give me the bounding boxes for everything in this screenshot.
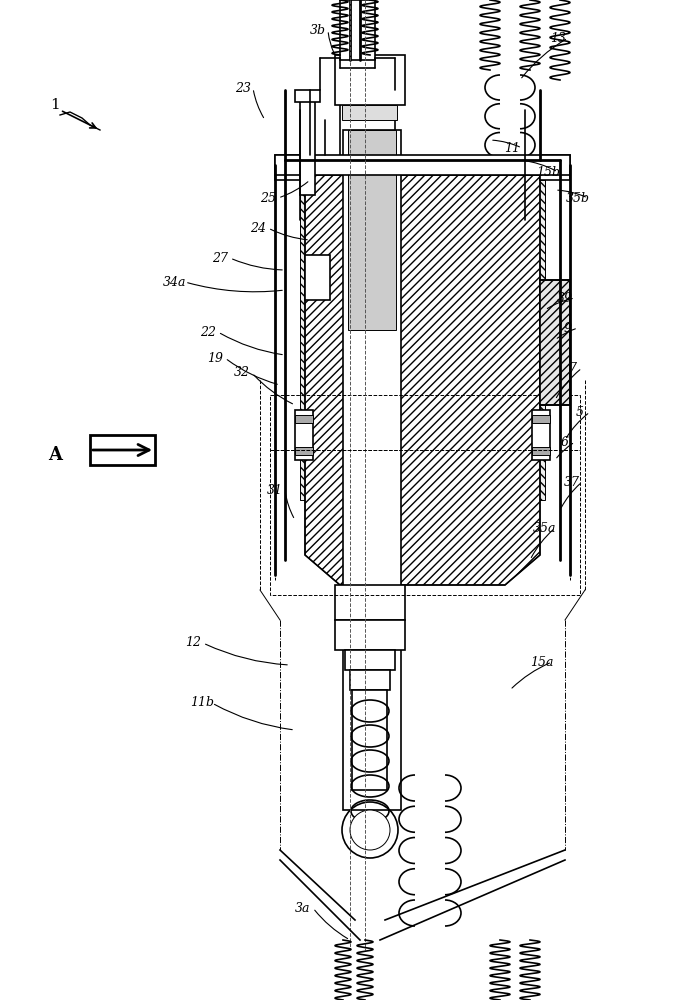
Text: 9: 9 (564, 322, 572, 334)
Text: 19: 19 (207, 352, 223, 364)
Text: 3b: 3b (310, 23, 326, 36)
Bar (295, 90, 320, 102)
Bar (300, 95, 315, 195)
Bar (275, 155, 570, 175)
Text: 11: 11 (504, 141, 520, 154)
Text: 31: 31 (267, 484, 283, 496)
Text: 12: 12 (185, 637, 201, 650)
Bar (295, 447, 313, 455)
Text: 7: 7 (568, 361, 576, 374)
Bar (343, 130, 401, 810)
Text: 11b: 11b (190, 696, 214, 710)
Bar (90, 435, 155, 465)
Bar (335, 585, 405, 620)
Bar (532, 447, 550, 455)
Bar (540, 155, 570, 180)
Bar (540, 280, 570, 405)
Bar (348, 130, 396, 330)
Text: 39: 39 (557, 292, 573, 304)
Bar (532, 415, 550, 423)
Bar (295, 410, 313, 460)
Bar (517, 415, 542, 455)
Text: 24: 24 (250, 222, 266, 234)
Bar (340, 60, 395, 540)
Text: 13: 13 (550, 31, 566, 44)
Text: 35b: 35b (566, 192, 590, 205)
Bar (352, 690, 387, 790)
Bar (305, 255, 330, 300)
Text: 15b: 15b (536, 165, 560, 178)
Bar (340, 0, 375, 60)
Bar (515, 175, 545, 305)
Bar (295, 415, 313, 423)
Text: 15a: 15a (530, 656, 554, 668)
Bar (350, 670, 390, 690)
Text: 23: 23 (235, 82, 251, 95)
Text: 35a: 35a (533, 522, 557, 534)
Bar (345, 650, 395, 670)
Text: A: A (48, 446, 62, 464)
Text: 37: 37 (564, 476, 580, 488)
Bar (342, 105, 397, 120)
Circle shape (350, 810, 390, 850)
Text: 5: 5 (576, 406, 584, 418)
Text: 1: 1 (50, 98, 60, 112)
Text: 34a: 34a (163, 275, 187, 288)
Bar (270, 395, 580, 595)
Bar (540, 285, 570, 395)
Text: 32: 32 (234, 366, 250, 379)
Bar (303, 415, 328, 455)
Text: 25: 25 (260, 192, 276, 205)
Bar (275, 155, 305, 180)
Bar (335, 55, 405, 105)
Text: 3a: 3a (295, 902, 311, 914)
Bar (300, 175, 330, 305)
Bar (335, 620, 405, 650)
Text: 6: 6 (561, 436, 569, 448)
Polygon shape (305, 175, 540, 585)
Bar (532, 410, 550, 460)
Text: 27: 27 (212, 251, 228, 264)
Text: 22: 22 (200, 326, 216, 338)
Bar (300, 180, 545, 500)
